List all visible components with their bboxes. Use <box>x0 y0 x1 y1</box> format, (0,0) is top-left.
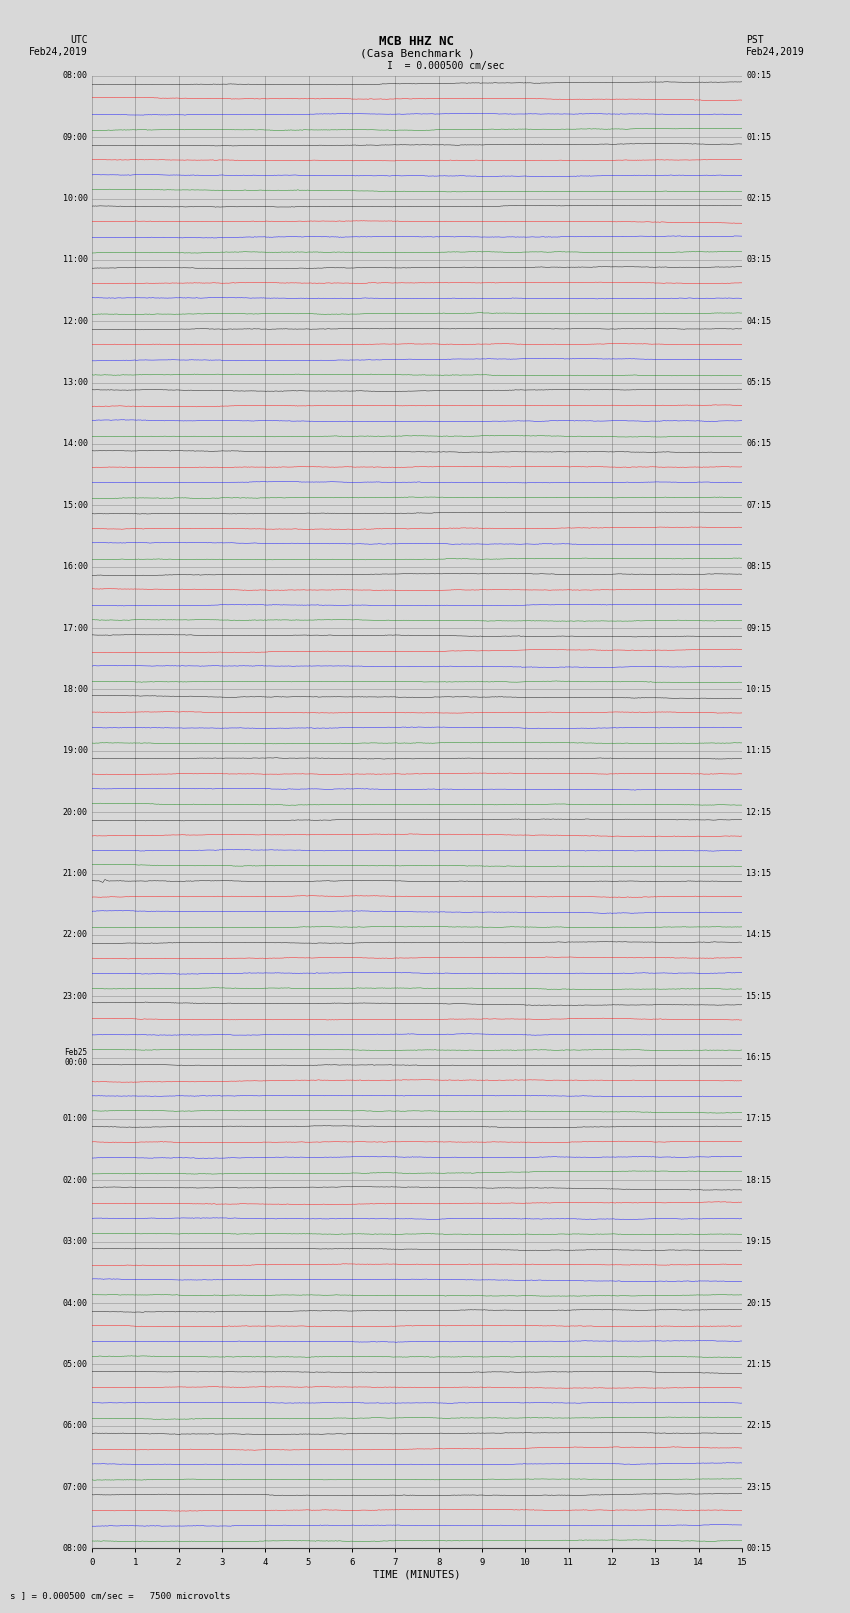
Text: 18:15: 18:15 <box>746 1176 771 1186</box>
Text: 13:00: 13:00 <box>63 377 88 387</box>
Text: s ] = 0.000500 cm/sec =   7500 microvolts: s ] = 0.000500 cm/sec = 7500 microvolts <box>10 1590 230 1600</box>
Text: 11:15: 11:15 <box>746 747 771 755</box>
Text: 20:00: 20:00 <box>63 808 88 816</box>
Text: 04:00: 04:00 <box>63 1298 88 1308</box>
Text: 11:00: 11:00 <box>63 255 88 265</box>
Text: I  = 0.000500 cm/sec: I = 0.000500 cm/sec <box>387 61 505 71</box>
Text: 06:00: 06:00 <box>63 1421 88 1431</box>
Text: 12:00: 12:00 <box>63 316 88 326</box>
Text: 00:15: 00:15 <box>746 1544 771 1553</box>
Text: 12:15: 12:15 <box>746 808 771 816</box>
Text: 04:15: 04:15 <box>746 316 771 326</box>
Text: 09:00: 09:00 <box>63 132 88 142</box>
Text: 17:00: 17:00 <box>63 624 88 632</box>
Text: 22:00: 22:00 <box>63 931 88 939</box>
Text: 02:00: 02:00 <box>63 1176 88 1186</box>
Text: PST: PST <box>746 35 764 45</box>
Text: 08:00: 08:00 <box>63 1544 88 1553</box>
Text: 15:15: 15:15 <box>746 992 771 1000</box>
Text: 23:15: 23:15 <box>746 1482 771 1492</box>
Text: Feb25
00:00: Feb25 00:00 <box>65 1048 88 1068</box>
Text: 23:00: 23:00 <box>63 992 88 1000</box>
Text: 08:15: 08:15 <box>746 563 771 571</box>
Text: 00:15: 00:15 <box>746 71 771 81</box>
Text: 03:15: 03:15 <box>746 255 771 265</box>
Text: 15:00: 15:00 <box>63 502 88 510</box>
Text: (Casa Benchmark ): (Casa Benchmark ) <box>360 48 474 58</box>
Text: 16:15: 16:15 <box>746 1053 771 1061</box>
Text: 06:15: 06:15 <box>746 439 771 448</box>
Text: 14:00: 14:00 <box>63 439 88 448</box>
Text: 10:00: 10:00 <box>63 194 88 203</box>
Text: 13:15: 13:15 <box>746 869 771 877</box>
Text: 07:00: 07:00 <box>63 1482 88 1492</box>
Text: 22:15: 22:15 <box>746 1421 771 1431</box>
Text: 05:00: 05:00 <box>63 1360 88 1369</box>
Text: UTC: UTC <box>70 35 88 45</box>
Text: 21:00: 21:00 <box>63 869 88 877</box>
Text: MCB HHZ NC: MCB HHZ NC <box>379 35 455 48</box>
X-axis label: TIME (MINUTES): TIME (MINUTES) <box>373 1569 461 1579</box>
Text: 08:00: 08:00 <box>63 71 88 81</box>
Text: Feb24,2019: Feb24,2019 <box>746 47 805 56</box>
Text: 20:15: 20:15 <box>746 1298 771 1308</box>
Text: 18:00: 18:00 <box>63 686 88 694</box>
Text: 03:00: 03:00 <box>63 1237 88 1247</box>
Text: 10:15: 10:15 <box>746 686 771 694</box>
Text: 02:15: 02:15 <box>746 194 771 203</box>
Text: 16:00: 16:00 <box>63 563 88 571</box>
Text: 05:15: 05:15 <box>746 377 771 387</box>
Text: 09:15: 09:15 <box>746 624 771 632</box>
Text: 14:15: 14:15 <box>746 931 771 939</box>
Text: 19:00: 19:00 <box>63 747 88 755</box>
Text: 19:15: 19:15 <box>746 1237 771 1247</box>
Text: 01:15: 01:15 <box>746 132 771 142</box>
Text: Feb24,2019: Feb24,2019 <box>29 47 88 56</box>
Text: 17:15: 17:15 <box>746 1115 771 1123</box>
Text: 21:15: 21:15 <box>746 1360 771 1369</box>
Text: 01:00: 01:00 <box>63 1115 88 1123</box>
Text: 07:15: 07:15 <box>746 502 771 510</box>
